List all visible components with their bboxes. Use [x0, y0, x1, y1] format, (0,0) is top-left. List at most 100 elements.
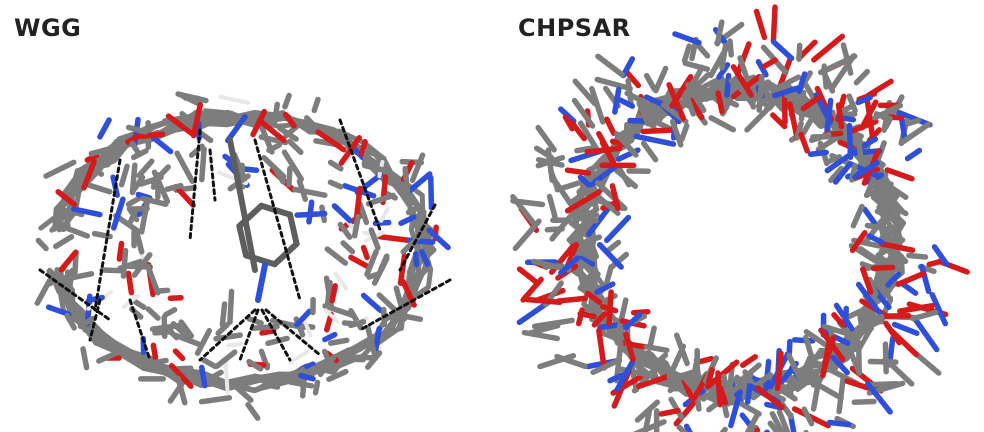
- carbon-bond: [913, 312, 935, 318]
- carbon-bond: [647, 76, 655, 90]
- carbon-bond: [538, 128, 554, 150]
- carbon-bond: [139, 161, 152, 175]
- oxygen-bond: [332, 286, 335, 301]
- oxygen-bond: [380, 237, 409, 241]
- carbon-bond: [371, 230, 378, 248]
- carbon-bond: [547, 229, 562, 230]
- oxygen-bond: [661, 411, 678, 414]
- carbon-bond: [46, 162, 74, 176]
- oxygen-bond: [520, 269, 537, 282]
- oxygen-bond: [141, 134, 162, 136]
- wgg-structure-ensemble: [0, 0, 492, 432]
- oxygen-bond: [718, 93, 722, 112]
- carbon-bond: [248, 405, 258, 418]
- carbon-bond: [403, 316, 421, 319]
- oxygen-bond: [580, 314, 594, 317]
- carbon-bond: [577, 214, 597, 215]
- hydrogen-bond-stick: [305, 321, 311, 336]
- carbon-bond: [799, 45, 800, 59]
- carbon-bond: [157, 290, 167, 291]
- carbon-bond: [360, 204, 366, 222]
- carbon-bond: [759, 77, 762, 111]
- carbon-bond: [656, 68, 666, 90]
- carbon-bond: [204, 360, 215, 366]
- carbon-bond: [369, 274, 379, 277]
- hydrogen-bond-stick: [226, 363, 228, 393]
- nitrogen-bond: [903, 284, 916, 293]
- carbon-bond: [804, 409, 811, 423]
- nitrogen-bond: [325, 335, 335, 340]
- carbon-bond: [135, 302, 143, 307]
- hydrogen-bond-stick: [228, 344, 241, 345]
- carbon-bond: [230, 291, 232, 322]
- carbon-bond: [375, 259, 387, 283]
- oxygen-bond: [364, 248, 367, 258]
- hydrogen-bond-stick: [290, 352, 307, 363]
- nitrogen-bond: [202, 367, 205, 385]
- oxygen-bond: [709, 370, 712, 382]
- carbon-bond: [122, 166, 127, 184]
- carbon-bond: [166, 310, 175, 315]
- carbon-bond: [316, 383, 318, 393]
- carbon-bond: [722, 46, 726, 68]
- panel-wgg: WGG: [0, 0, 492, 432]
- hydrogen-bond-dashed: [190, 130, 200, 240]
- backbone-bond: [870, 312, 872, 330]
- nitrogen-bond: [297, 214, 325, 215]
- carbon-bond: [153, 326, 180, 330]
- oxygen-bond: [764, 60, 775, 66]
- carbon-bond: [909, 256, 926, 257]
- oxygen-bond: [119, 243, 121, 259]
- carbon-bond: [83, 349, 87, 368]
- carbon-bond: [515, 221, 539, 248]
- nitrogen-bond: [301, 376, 313, 379]
- nitrogen-bond: [895, 325, 917, 334]
- oxygen-bond: [559, 298, 585, 301]
- oxygen-bond: [587, 148, 619, 151]
- carbon-bond: [682, 126, 687, 140]
- backbone-bond: [255, 114, 284, 115]
- carbon-bond: [583, 237, 600, 243]
- carbon-bond: [299, 181, 305, 199]
- carbon-bond: [817, 384, 841, 398]
- oxygen-bond: [847, 381, 868, 388]
- nitrogen-bond: [615, 89, 619, 112]
- carbon-bond: [580, 218, 596, 220]
- carbon-bond: [355, 217, 359, 236]
- carbon-bond: [607, 242, 618, 251]
- carbon-bond: [102, 270, 123, 271]
- oxygen-bond: [874, 267, 893, 268]
- oxygen-bond: [839, 105, 842, 127]
- oxygen-bond: [609, 292, 611, 323]
- backbone-bond: [428, 270, 430, 288]
- carbon-bond: [598, 56, 622, 74]
- oxygen-bond: [607, 119, 614, 133]
- carbon-bond: [290, 141, 301, 152]
- hydrogen-bond-stick: [381, 209, 388, 221]
- carbon-bond: [368, 327, 376, 358]
- carbon-bond: [155, 332, 171, 333]
- oxygen-bond: [743, 357, 755, 365]
- carbon-bond: [330, 182, 340, 187]
- nitrogen-bond: [850, 126, 851, 158]
- oxygen-bond: [814, 36, 842, 60]
- carbon-bond: [56, 237, 72, 247]
- nitrogen-bond: [630, 121, 644, 122]
- carbon-bond: [218, 325, 227, 334]
- carbon-bond: [644, 143, 656, 159]
- oxygen-bond: [262, 331, 274, 333]
- oxygen-bond: [643, 130, 673, 131]
- ring-bond: [290, 215, 297, 244]
- nitrogen-bond: [795, 340, 813, 341]
- carbon-bond: [870, 361, 896, 362]
- carbon-bond: [685, 46, 690, 61]
- carbon-bond: [327, 249, 345, 263]
- oxygen-bond: [892, 331, 916, 354]
- carbon-bond: [314, 99, 318, 110]
- nitrogen-bond: [908, 150, 920, 158]
- carbon-bond: [854, 402, 874, 403]
- oxygen-bond: [175, 351, 182, 358]
- oxygen-bond: [351, 257, 366, 265]
- nitrogen-bond: [727, 76, 729, 95]
- carbon-bond: [295, 189, 325, 195]
